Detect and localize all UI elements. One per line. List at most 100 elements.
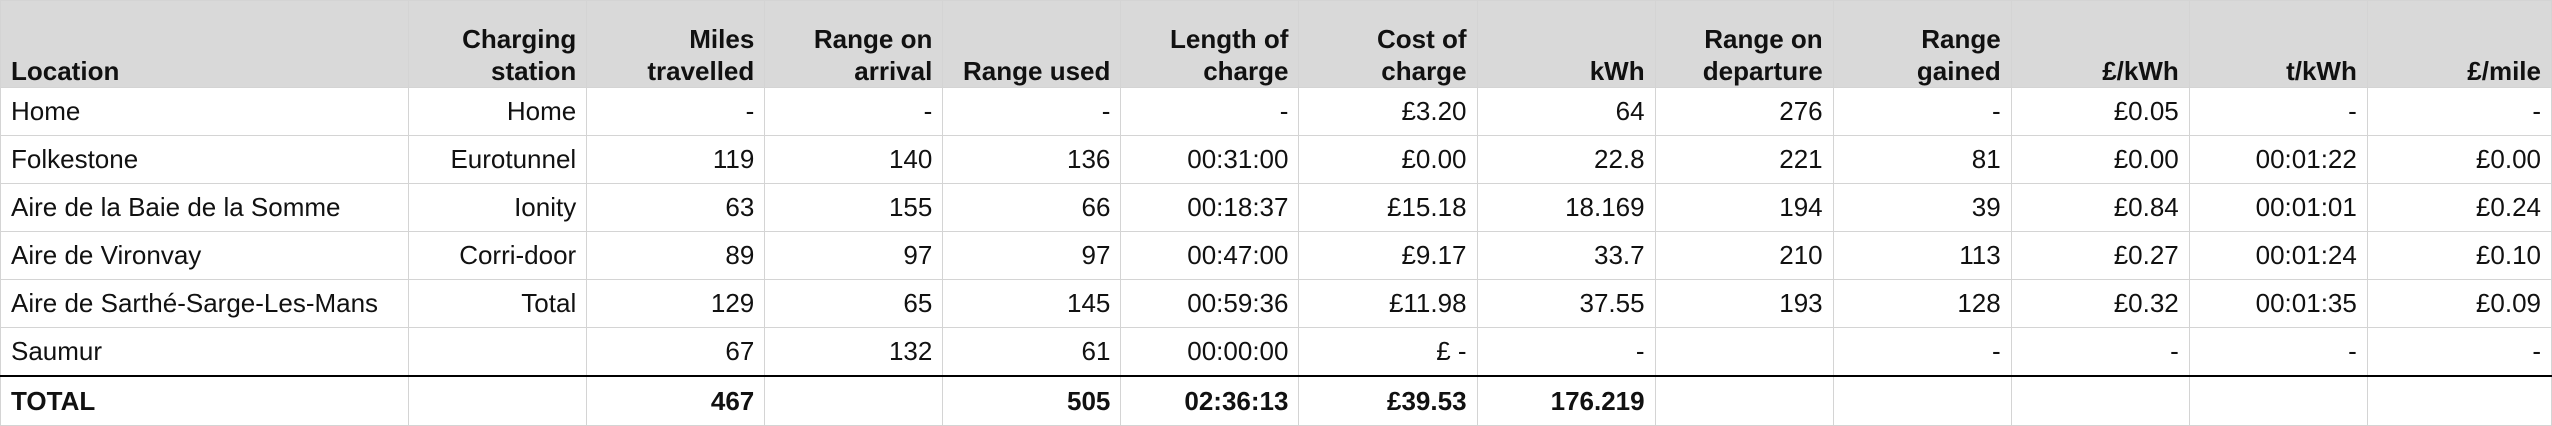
cell-kwh[interactable]: 64: [1476, 87, 1656, 136]
cell-range-gained[interactable]: -: [1832, 327, 2012, 377]
cell-range-on-arrival[interactable]: 65: [764, 279, 944, 328]
total-cell-charging-station[interactable]: [408, 375, 588, 426]
cell-range-on-arrival[interactable]: -: [764, 87, 944, 136]
header-gbp-per-kwh[interactable]: £/kWh: [2010, 0, 2190, 88]
cell-range-gained[interactable]: 39: [1832, 183, 2012, 232]
cell-miles-travelled[interactable]: 63: [586, 183, 766, 232]
cell-length-of-charge[interactable]: 00:18:37: [1120, 183, 1300, 232]
cell-kwh[interactable]: 22.8: [1476, 135, 1656, 184]
cell-gbp-per-mile[interactable]: £0.00: [2366, 135, 2552, 184]
cell-time-per-kwh[interactable]: 00:01:24: [2188, 231, 2368, 280]
cell-range-gained[interactable]: -: [1832, 87, 2012, 136]
cell-range-used[interactable]: 97: [942, 231, 1122, 280]
cell-location[interactable]: Aire de Vironvay: [0, 231, 410, 280]
cell-range-gained[interactable]: 128: [1832, 279, 2012, 328]
total-cell-gbp-per-kwh[interactable]: [2010, 375, 2190, 426]
cell-range-gained[interactable]: 113: [1832, 231, 2012, 280]
cell-cost-of-charge[interactable]: £3.20: [1298, 87, 1478, 136]
header-miles-travelled[interactable]: Miles travelled: [586, 0, 766, 88]
cell-cost-of-charge[interactable]: £15.18: [1298, 183, 1478, 232]
cell-kwh[interactable]: 33.7: [1476, 231, 1656, 280]
cell-range-on-departure[interactable]: 276: [1654, 87, 1834, 136]
cell-miles-travelled[interactable]: 129: [586, 279, 766, 328]
cell-miles-travelled[interactable]: 119: [586, 135, 766, 184]
cell-length-of-charge[interactable]: 00:00:00: [1120, 327, 1300, 377]
header-range-on-departure[interactable]: Range on departure: [1654, 0, 1834, 88]
cell-charging-station[interactable]: Ionity: [408, 183, 588, 232]
cell-cost-of-charge[interactable]: £9.17: [1298, 231, 1478, 280]
header-range-used[interactable]: Range used: [942, 0, 1122, 88]
cell-range-used[interactable]: 136: [942, 135, 1122, 184]
cell-range-used[interactable]: 145: [942, 279, 1122, 328]
cell-miles-travelled[interactable]: -: [586, 87, 766, 136]
total-cell-range-used[interactable]: 505: [942, 375, 1122, 426]
cell-time-per-kwh[interactable]: -: [2188, 327, 2368, 377]
total-cell-miles-travelled[interactable]: 467: [586, 375, 766, 426]
cell-length-of-charge[interactable]: -: [1120, 87, 1300, 136]
cell-cost-of-charge[interactable]: £0.00: [1298, 135, 1478, 184]
cell-gbp-per-kwh[interactable]: -: [2010, 327, 2190, 377]
header-kwh[interactable]: kWh: [1476, 0, 1656, 88]
cell-range-on-departure[interactable]: 193: [1654, 279, 1834, 328]
cell-range-gained[interactable]: 81: [1832, 135, 2012, 184]
cell-charging-station[interactable]: Home: [408, 87, 588, 136]
cell-miles-travelled[interactable]: 89: [586, 231, 766, 280]
cell-charging-station[interactable]: [408, 327, 588, 377]
cell-location[interactable]: Aire de la Baie de la Somme: [0, 183, 410, 232]
cell-range-on-departure[interactable]: [1654, 327, 1834, 377]
cell-gbp-per-kwh[interactable]: £0.84: [2010, 183, 2190, 232]
cell-location[interactable]: Aire de Sarthé-Sarge-Les-Mans: [0, 279, 410, 328]
total-cell-location[interactable]: TOTAL: [0, 375, 410, 426]
cell-range-on-departure[interactable]: 194: [1654, 183, 1834, 232]
header-range-gained[interactable]: Range gained: [1832, 0, 2012, 88]
cell-cost-of-charge[interactable]: £ -: [1298, 327, 1478, 377]
cell-time-per-kwh[interactable]: -: [2188, 87, 2368, 136]
cell-kwh[interactable]: 18.169: [1476, 183, 1656, 232]
header-location[interactable]: Location: [0, 0, 410, 88]
cell-range-used[interactable]: 66: [942, 183, 1122, 232]
cell-time-per-kwh[interactable]: 00:01:01: [2188, 183, 2368, 232]
cell-charging-station[interactable]: Total: [408, 279, 588, 328]
header-time-per-kwh[interactable]: t/kWh: [2188, 0, 2368, 88]
cell-length-of-charge[interactable]: 00:31:00: [1120, 135, 1300, 184]
cell-range-on-arrival[interactable]: 155: [764, 183, 944, 232]
cell-range-used[interactable]: -: [942, 87, 1122, 136]
cell-time-per-kwh[interactable]: 00:01:22: [2188, 135, 2368, 184]
header-gbp-per-mile[interactable]: £/mile: [2366, 0, 2552, 88]
total-cell-gbp-per-mile[interactable]: [2366, 375, 2552, 426]
cell-range-on-arrival[interactable]: 140: [764, 135, 944, 184]
total-cell-range-on-departure[interactable]: [1654, 375, 1834, 426]
cell-gbp-per-kwh[interactable]: £0.32: [2010, 279, 2190, 328]
cell-location[interactable]: Home: [0, 87, 410, 136]
cell-gbp-per-mile[interactable]: -: [2366, 87, 2552, 136]
header-range-on-arrival[interactable]: Range on arrival: [764, 0, 944, 88]
total-cell-range-on-arrival[interactable]: [764, 375, 944, 426]
header-cost-of-charge[interactable]: Cost of charge: [1298, 0, 1478, 88]
header-charging-station[interactable]: Charging station: [408, 0, 588, 88]
total-cell-cost-of-charge[interactable]: £39.53: [1298, 375, 1478, 426]
header-length-of-charge[interactable]: Length of charge: [1120, 0, 1300, 88]
cell-range-on-arrival[interactable]: 132: [764, 327, 944, 377]
cell-range-on-departure[interactable]: 221: [1654, 135, 1834, 184]
cell-charging-station[interactable]: Corri-door: [408, 231, 588, 280]
cell-gbp-per-mile[interactable]: £0.24: [2366, 183, 2552, 232]
cell-length-of-charge[interactable]: 00:47:00: [1120, 231, 1300, 280]
cell-gbp-per-mile[interactable]: £0.09: [2366, 279, 2552, 328]
cell-length-of-charge[interactable]: 00:59:36: [1120, 279, 1300, 328]
cell-range-on-arrival[interactable]: 97: [764, 231, 944, 280]
total-cell-time-per-kwh[interactable]: [2188, 375, 2368, 426]
cell-gbp-per-kwh[interactable]: £0.27: [2010, 231, 2190, 280]
cell-gbp-per-kwh[interactable]: £0.00: [2010, 135, 2190, 184]
total-cell-length-of-charge[interactable]: 02:36:13: [1120, 375, 1300, 426]
cell-charging-station[interactable]: Eurotunnel: [408, 135, 588, 184]
cell-gbp-per-kwh[interactable]: £0.05: [2010, 87, 2190, 136]
total-cell-kwh[interactable]: 176.219: [1476, 375, 1656, 426]
cell-cost-of-charge[interactable]: £11.98: [1298, 279, 1478, 328]
cell-location[interactable]: Saumur: [0, 327, 410, 377]
cell-gbp-per-mile[interactable]: £0.10: [2366, 231, 2552, 280]
total-cell-range-gained[interactable]: [1832, 375, 2012, 426]
cell-range-on-departure[interactable]: 210: [1654, 231, 1834, 280]
cell-time-per-kwh[interactable]: 00:01:35: [2188, 279, 2368, 328]
cell-kwh[interactable]: -: [1476, 327, 1656, 377]
cell-range-used[interactable]: 61: [942, 327, 1122, 377]
